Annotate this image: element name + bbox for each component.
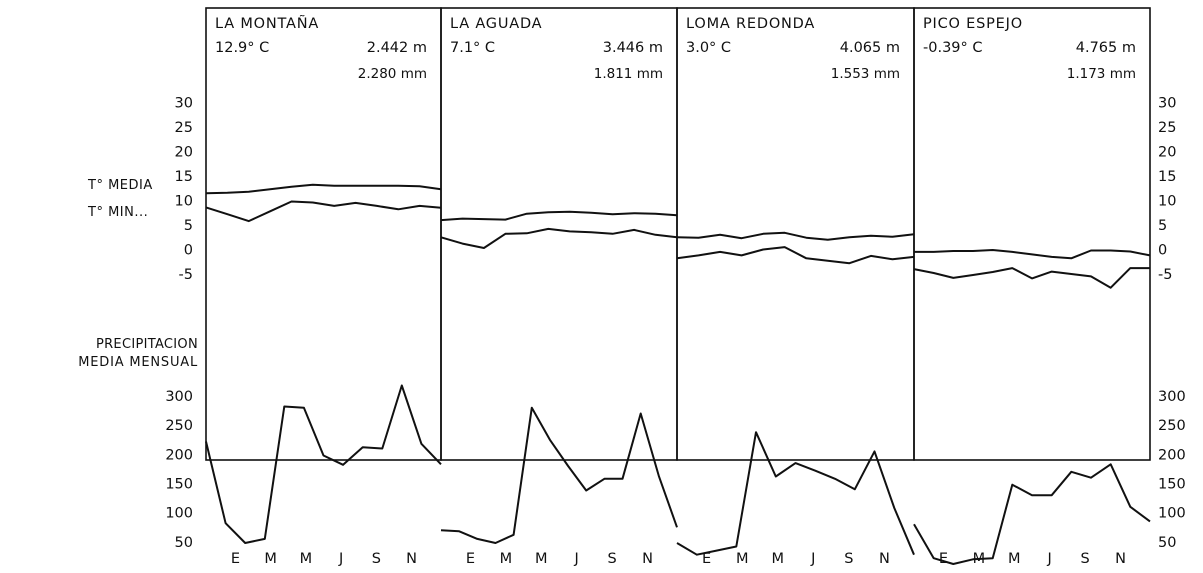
temperature-tick-label: -5 xyxy=(179,267,193,283)
station-annual-precipitation: 2.280 mm xyxy=(358,66,427,82)
temperature-tick-label: 20 xyxy=(175,145,193,161)
temperature-axis-left: 30 25 20 15 10 5 0 -5 xyxy=(175,96,193,284)
month-label: S xyxy=(607,551,616,567)
month-label: M xyxy=(771,551,784,567)
t-media-line xyxy=(205,183,442,195)
station-altitude: 4.765 m xyxy=(1076,40,1136,56)
station-panels: LA MONTAÑA 12.9° C 2.442 m 2.280 mm LA AGUAD… xyxy=(205,7,1151,461)
month-label: J xyxy=(1047,551,1052,567)
precipitation-tick-label: 150 xyxy=(165,477,193,493)
precipitation-tick-label: 200 xyxy=(1158,447,1186,463)
temperature-axis-right: 30 25 20 15 10 5 0 -5 xyxy=(1158,96,1176,284)
precipitation-label: PRECIPITACION xyxy=(96,337,198,352)
t-media-line xyxy=(676,231,915,241)
month-label: S xyxy=(372,551,381,567)
temperature-tick-label: 25 xyxy=(175,120,193,136)
station-name: LA MONTAÑA xyxy=(215,15,319,32)
station-box xyxy=(913,7,1151,461)
temperature-tick-label: 5 xyxy=(184,218,193,234)
precipitation-tick-label: 50 xyxy=(1158,535,1176,551)
t-min-line xyxy=(913,267,1150,289)
month-label: M xyxy=(300,551,313,567)
month-label: M xyxy=(264,551,277,567)
station-name: LA AGUADA xyxy=(450,16,542,32)
station-annual-precipitation: 1.553 mm xyxy=(831,66,900,82)
precipitation-tick-label: 250 xyxy=(165,418,193,434)
station-name: LOMA REDONDA xyxy=(686,16,815,32)
t-media-line xyxy=(440,210,678,222)
station-mean-temp: 7.1° C xyxy=(450,40,495,56)
month-label: E xyxy=(231,551,240,567)
month-label: M xyxy=(1008,551,1021,567)
precipitation-line xyxy=(440,406,678,544)
month-label: J xyxy=(338,551,343,567)
precipitation-axis-right: 300 250 200 150 100 50 xyxy=(1158,389,1186,551)
series-lines xyxy=(205,183,1151,565)
precipitation-axis-left: 300 250 200 150 100 50 xyxy=(165,389,193,551)
temperature-tick-label: 5 xyxy=(1158,218,1167,234)
t-min-label: T° MIN... xyxy=(87,205,148,220)
precipitation-line xyxy=(676,431,915,556)
precipitation-line xyxy=(913,463,1151,565)
temperature-tick-label: 30 xyxy=(175,96,193,112)
precipitation-label-2: MEDIA MENSUAL xyxy=(78,355,198,370)
t-media-label: T° MEDIA xyxy=(87,178,153,193)
t-min-line xyxy=(440,227,678,249)
month-label: N xyxy=(406,551,417,567)
temperature-tick-label: -5 xyxy=(1158,267,1172,283)
month-label: M xyxy=(973,551,986,567)
month-label: J xyxy=(810,551,815,567)
temperature-tick-label: 0 xyxy=(184,243,193,259)
precipitation-tick-label: 300 xyxy=(165,389,193,405)
t-min-line xyxy=(205,200,442,223)
month-label: N xyxy=(642,551,653,567)
month-label: E xyxy=(939,551,948,567)
station-name: PICO ESPEJO xyxy=(923,16,1023,32)
precipitation-tick-label: 100 xyxy=(1158,506,1186,522)
precipitation-tick-label: 250 xyxy=(1158,418,1186,434)
month-label: N xyxy=(1115,551,1126,567)
station-mean-temp: 12.9° C xyxy=(215,40,269,56)
month-label: M xyxy=(535,551,548,567)
month-label: E xyxy=(466,551,475,567)
month-label: J xyxy=(574,551,579,567)
month-label: S xyxy=(844,551,853,567)
temperature-tick-label: 30 xyxy=(1158,96,1176,112)
precipitation-tick-label: 150 xyxy=(1158,477,1186,493)
temperature-tick-label: 0 xyxy=(1158,243,1167,259)
station-altitude: 4.065 m xyxy=(840,40,900,56)
temperature-tick-label: 15 xyxy=(1158,169,1176,185)
month-label: E xyxy=(702,551,711,567)
precipitation-tick-label: 300 xyxy=(1158,389,1186,405)
station-mean-temp: -0.39° C xyxy=(923,40,983,56)
temperature-tick-label: 10 xyxy=(1158,194,1176,210)
precipitation-tick-label: 50 xyxy=(175,535,193,551)
temperature-tick-label: 15 xyxy=(175,169,193,185)
station-altitude: 2.442 m xyxy=(367,40,427,56)
station-mean-temp: 3.0° C xyxy=(686,40,731,56)
month-label: N xyxy=(879,551,890,567)
station-annual-precipitation: 1.173 mm xyxy=(1067,66,1136,82)
station-altitude: 3.446 m xyxy=(603,40,663,56)
precipitation-line xyxy=(205,384,442,544)
t-min-line xyxy=(676,246,915,265)
precipitation-tick-label: 200 xyxy=(165,447,193,463)
month-label: M xyxy=(500,551,513,567)
station-annual-precipitation: 1.811 mm xyxy=(594,66,663,82)
temperature-tick-label: 10 xyxy=(175,194,193,210)
temperature-tick-label: 25 xyxy=(1158,120,1176,136)
month-label: M xyxy=(736,551,749,567)
precipitation-tick-label: 100 xyxy=(165,506,193,522)
month-label: S xyxy=(1080,551,1089,567)
t-media-line xyxy=(914,249,1151,260)
temperature-tick-label: 20 xyxy=(1158,145,1176,161)
